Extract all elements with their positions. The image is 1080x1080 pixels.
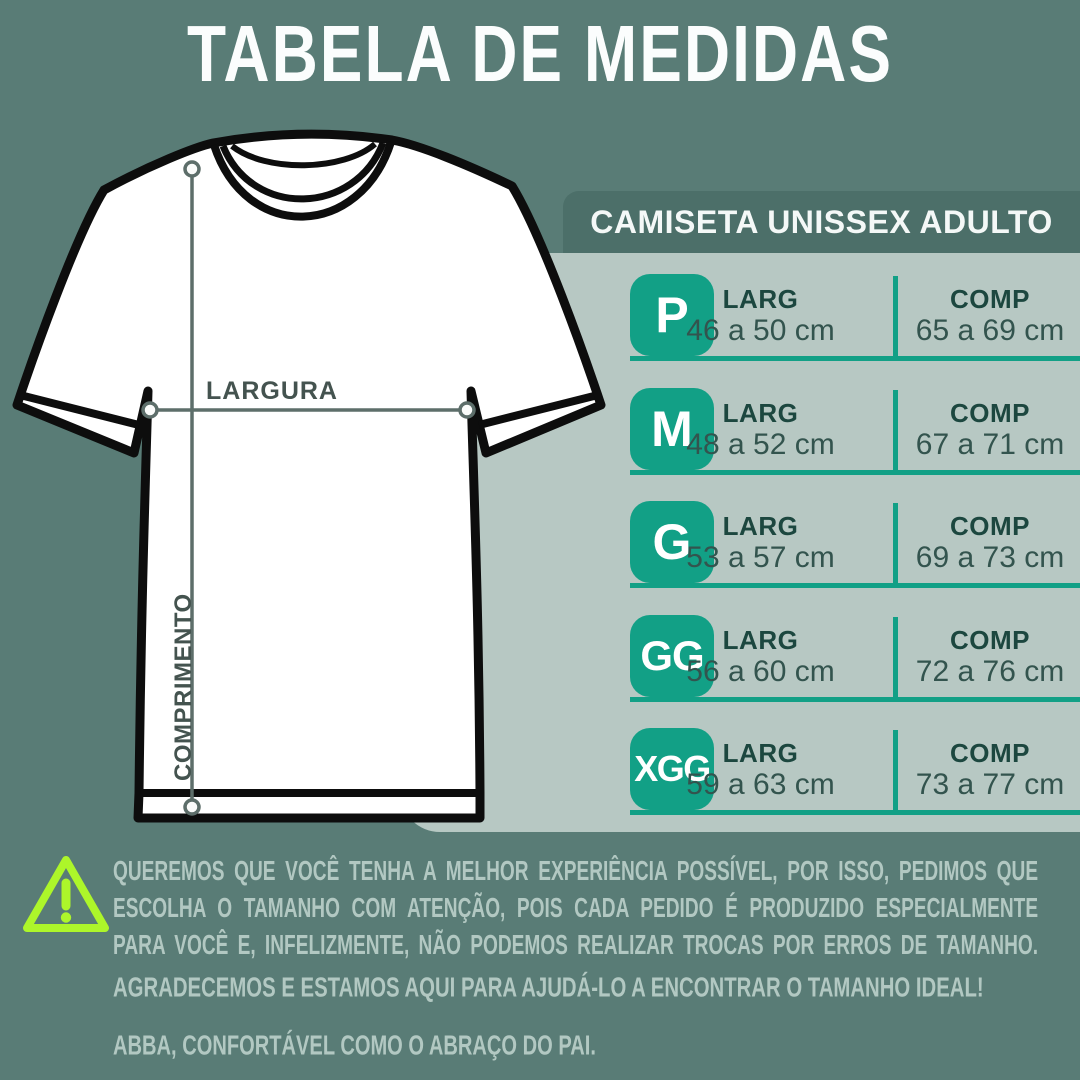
column-divider — [893, 730, 898, 812]
length-measure-line — [183, 160, 201, 816]
larg-header: LARG — [722, 625, 799, 655]
comp-header: COMP — [950, 284, 1030, 314]
footer-paragraph-2: AGRADECEMOS E ESTAMOS AQUI PARA AJUDÁ-LO… — [113, 973, 984, 1004]
size-badge: G — [630, 501, 714, 583]
larg-header: LARG — [722, 511, 799, 541]
table-heading: CAMISETA UNISSEX ADULTO — [590, 203, 1053, 240]
warning-triangle-icon — [23, 856, 109, 932]
size-badge-label: G — [652, 514, 692, 570]
left-cuff-line — [23, 392, 140, 429]
larg-value: 59 a 63 cm — [686, 768, 835, 801]
larg-value: 53 a 57 cm — [686, 541, 835, 574]
length-label: COMPRIMENTO — [170, 593, 197, 781]
footer-paragraph-1-line-1: QUEREMOS QUE VOCÊ TENHA A MELHOR EXPERIÊ… — [113, 856, 1039, 887]
comp-header: COMP — [950, 511, 1030, 541]
larg-column: LARG 59 a 63 cm — [648, 739, 873, 801]
size-badge-label: XGG — [634, 748, 711, 789]
size-badge-label: M — [651, 401, 693, 457]
larg-column: LARG 46 a 50 cm — [648, 285, 873, 347]
comp-header: COMP — [950, 738, 1030, 768]
tshirt-outline — [12, 129, 606, 823]
larg-header: LARG — [722, 738, 799, 768]
larg-column: LARG 53 a 57 cm — [648, 512, 873, 574]
back-neck-line — [230, 141, 377, 169]
footer-paragraph-1-line-3: PARA VOCÊ E, INFELIZMENTE, NÃO PODEMOS R… — [113, 930, 1039, 961]
larg-header: LARG — [722, 284, 799, 314]
comp-header: COMP — [950, 625, 1030, 655]
comp-column: COMP 69 a 73 cm — [900, 512, 1080, 574]
column-divider — [893, 503, 898, 585]
size-badge-label: GG — [640, 632, 704, 679]
size-badge: GG — [630, 615, 714, 697]
size-badge: XGG — [630, 728, 714, 810]
size-row-xgg: XGG LARG 59 a 63 cm COMP 73 a 77 cm — [0, 728, 1080, 812]
comp-column: COMP 67 a 71 cm — [900, 399, 1080, 461]
comp-column: COMP 73 a 77 cm — [900, 739, 1080, 801]
larg-value: 56 a 60 cm — [686, 655, 835, 688]
comp-value: 73 a 77 cm — [915, 768, 1065, 801]
larg-value: 46 a 50 cm — [686, 314, 835, 347]
footer-paragraph-1: QUEREMOS QUE VOCÊ TENHA A MELHOR EXPERIÊ… — [113, 853, 1038, 964]
size-badge: P — [630, 274, 714, 356]
width-measure-line — [141, 401, 476, 419]
row-separator-line — [630, 697, 1080, 702]
right-cuff-line — [478, 392, 595, 429]
collar-rib-inner — [219, 141, 387, 203]
size-badge-label: P — [655, 287, 689, 343]
size-row-m: M LARG 48 a 52 cm COMP 67 a 71 cm — [0, 388, 1080, 472]
larg-column: LARG 56 a 60 cm — [648, 626, 873, 688]
width-label: LARGURA — [206, 377, 338, 405]
size-row-gg: GG LARG 56 a 60 cm COMP 72 a 76 cm — [0, 615, 1080, 699]
row-separator-line — [630, 583, 1080, 588]
larg-header: LARG — [722, 398, 799, 428]
page-title: TABELA DE MEDIDAS — [187, 9, 893, 99]
column-divider — [893, 276, 898, 358]
row-separator-line — [630, 810, 1080, 815]
comp-header: COMP — [950, 398, 1030, 428]
comp-value: 65 a 69 cm — [915, 314, 1065, 347]
tshirt-diagram: LARGURA COMPRIMENTO — [12, 129, 606, 823]
size-row-p: P LARG 46 a 50 cm COMP 65 a 69 cm — [0, 274, 1080, 358]
comp-value: 67 a 71 cm — [915, 428, 1065, 461]
column-divider — [893, 390, 898, 472]
comp-column: COMP 65 a 69 cm — [900, 285, 1080, 347]
larg-value: 48 a 52 cm — [686, 428, 835, 461]
size-badge: M — [630, 388, 714, 470]
row-separator-line — [630, 356, 1080, 361]
larg-column: LARG 48 a 52 cm — [648, 399, 873, 461]
size-row-g: G LARG 53 a 57 cm COMP 69 a 73 cm — [0, 501, 1080, 585]
table-heading-band: CAMISETA UNISSEX ADULTO — [563, 191, 1080, 253]
collar-rib-outer — [210, 140, 395, 221]
comp-value: 69 a 73 cm — [915, 541, 1065, 574]
footer-paragraph-3: ABBA, CONFORTÁVEL COMO O ABRAÇO DO PAI. — [113, 1031, 596, 1062]
row-separator-line — [630, 470, 1080, 475]
comp-column: COMP 72 a 76 cm — [900, 626, 1080, 688]
comp-value: 72 a 76 cm — [915, 655, 1065, 688]
column-divider — [893, 617, 898, 699]
footer-paragraph-1-line-2: ESCOLHA O TAMANHO COM ATENÇÃO, POIS CADA… — [113, 893, 1039, 924]
